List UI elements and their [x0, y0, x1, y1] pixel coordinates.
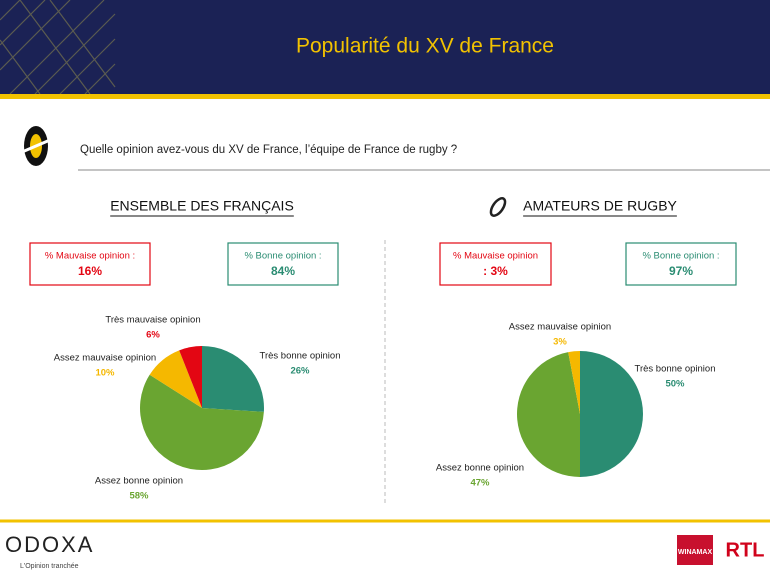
pie-slice	[139, 374, 264, 470]
slice-label: Assez mauvaise opinion	[54, 353, 156, 364]
slice-label: Assez mauvaise opinion	[509, 322, 611, 333]
summary-label: % Bonne opinion :	[642, 251, 719, 262]
pie-slice	[568, 351, 580, 414]
partner-logo-bg	[677, 535, 713, 565]
summary-value: : 3%	[483, 264, 508, 278]
summary-box	[227, 242, 339, 286]
slide-title: Popularité du XV de France	[296, 35, 554, 58]
summary-value: 84%	[271, 264, 295, 278]
slice-value-label: 26%	[290, 366, 310, 377]
slice-label: Très bonne opinion	[635, 364, 716, 375]
slice-label: Assez bonne opinion	[95, 476, 183, 487]
header-rule	[0, 94, 770, 99]
chart-title: AMATEURS DE RUGBY	[523, 198, 677, 214]
question-icon	[21, 126, 51, 166]
slice-value-label: 47%	[470, 478, 490, 489]
footer-logo: ODOXA	[5, 532, 94, 557]
footer-tagline: L'Opinion tranchée	[20, 563, 79, 570]
header-band	[0, 0, 770, 94]
slice-label: Très bonne opinion	[260, 351, 341, 362]
pie-slice	[202, 346, 264, 412]
slice-value-label: 6%	[146, 330, 160, 341]
pie-slice	[179, 346, 202, 408]
slice-value-label: 3%	[553, 337, 567, 348]
slice-label: Assez bonne opinion	[436, 463, 524, 474]
slice-value-label: 50%	[665, 379, 685, 390]
slice-value-label: 10%	[95, 368, 115, 379]
summary-box	[29, 242, 151, 286]
rugby-ball-icon	[489, 197, 507, 217]
summary-value: 16%	[78, 264, 102, 278]
summary-label: % Mauvaise opinion :	[45, 251, 135, 262]
pie-slice	[580, 351, 643, 477]
pie-slice	[149, 350, 202, 408]
slice-value-label: 58%	[129, 491, 149, 502]
partner-logo: RTL	[726, 539, 765, 561]
chart-title: ENSEMBLE DES FRANÇAIS	[110, 198, 294, 214]
summary-value: 97%	[669, 264, 693, 278]
summary-label: % Bonne opinion :	[244, 251, 321, 262]
summary-box	[439, 242, 552, 286]
question: Quelle opinion avez-vous du XV de France…	[80, 144, 457, 156]
partner-logo: WINAMAX	[678, 549, 713, 556]
header-pattern	[0, 0, 116, 95]
pie-slice	[517, 352, 580, 477]
summary-label: % Mauvaise opinion	[453, 251, 538, 262]
summary-box	[625, 242, 737, 286]
slice-label: Très mauvaise opinion	[105, 315, 200, 326]
